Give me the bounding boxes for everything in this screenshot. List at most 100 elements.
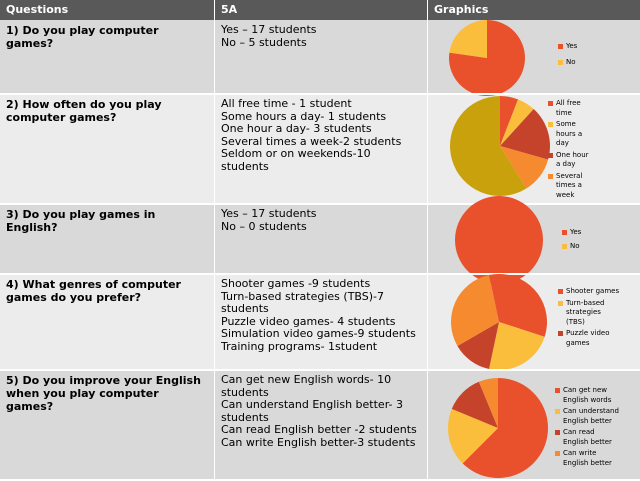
legend-item: Several times a week xyxy=(548,172,589,201)
header-graphics: Graphics xyxy=(428,0,640,20)
question-text: 2) How often do you play computer games? xyxy=(6,98,162,124)
legend-label: One hour a day xyxy=(556,150,589,169)
answer-line: Seldom or on weekends-10 students xyxy=(221,147,371,173)
column-divider xyxy=(427,0,428,480)
legend-label: Can read English better xyxy=(563,428,612,446)
legend-item: Turn-based strategies (TBS) xyxy=(558,299,619,328)
pie-slice xyxy=(455,196,543,284)
pie-slice xyxy=(500,96,519,146)
answer-line: Can understand English better- 3 student… xyxy=(221,398,403,424)
answer-line: Several times a week-2 students xyxy=(221,134,402,148)
legend-label: Puzzle video games xyxy=(566,329,610,347)
answer-line: No – 0 students xyxy=(221,219,307,233)
question-text: 5) Do you improve your English when you … xyxy=(6,374,201,413)
pie-slice xyxy=(500,146,549,189)
pie-chart xyxy=(455,196,543,284)
legend-label: No xyxy=(566,58,576,66)
legend-swatch xyxy=(555,430,560,435)
answers-cell: Yes – 17 students No – 0 students xyxy=(215,204,427,274)
legend-item: Some hours a day xyxy=(548,120,589,149)
question-text: 3) Do you play games in English? xyxy=(6,208,156,234)
legend-item: Can read English better xyxy=(555,428,619,447)
answer-line: Yes – 17 students xyxy=(221,207,317,220)
answer-line: Training programs- 1student xyxy=(221,339,378,353)
answer-line: Puzzle video games- 4 students xyxy=(221,314,396,328)
answer-line: No – 5 students xyxy=(221,35,307,49)
pie-slice xyxy=(500,99,534,146)
chart-legend: All free time Some hours a day One hour a day S… xyxy=(548,99,589,202)
pie-slice xyxy=(462,378,548,478)
pie-slice xyxy=(489,274,499,322)
legend-label: All free time xyxy=(556,99,581,117)
chart-legend: Yes No xyxy=(558,42,577,74)
answer-line: Simulation video games-9 students xyxy=(221,327,416,340)
legend-swatch xyxy=(548,173,553,179)
answer-line: Shooter games -9 students xyxy=(221,277,371,290)
answers-cell: Shooter games -9 students Turn-based stra… xyxy=(215,274,427,370)
legend-label: Several times a week xyxy=(556,171,583,199)
pie-chart xyxy=(449,20,525,96)
pie-slice xyxy=(489,322,545,370)
legend-swatch xyxy=(562,230,567,235)
legend-swatch xyxy=(548,101,553,106)
legend-item: Puzzle video games xyxy=(558,329,619,348)
pie-slice xyxy=(457,322,499,369)
legend-swatch xyxy=(555,388,560,393)
question-text: 1) Do you play computer games? xyxy=(6,24,159,50)
legend-swatch xyxy=(548,122,553,127)
legend-item: Shooter games xyxy=(558,287,619,297)
header-class: 5A xyxy=(215,0,427,20)
legend-item: No xyxy=(562,242,581,252)
legend-item: One hour a day xyxy=(548,151,589,170)
legend-swatch xyxy=(558,331,563,336)
legend-swatch xyxy=(558,289,563,294)
legend-swatch xyxy=(555,451,560,456)
column-divider xyxy=(214,0,215,480)
legend-label: Yes xyxy=(570,228,582,236)
legend-item: Yes xyxy=(562,228,581,238)
legend-swatch xyxy=(558,44,563,49)
legend-label: Yes xyxy=(566,42,578,50)
row-divider xyxy=(0,93,640,95)
table-row: 1) Do you play computer games? Yes – 17 s… xyxy=(0,20,640,94)
pie-slice xyxy=(478,378,498,428)
answer-line: Can write English better-3 students xyxy=(221,435,416,449)
pie-slice xyxy=(451,275,499,346)
pie-slice xyxy=(448,408,498,464)
answer-line: Some hours a day- 1 students xyxy=(221,109,387,123)
row-divider xyxy=(0,369,640,371)
answer-line: Can read English better -2 students xyxy=(221,423,417,436)
pie-slice xyxy=(451,381,498,428)
pie-slice xyxy=(500,109,550,160)
legend-swatch xyxy=(555,409,560,414)
pie-slice xyxy=(450,96,527,196)
answer-line: Turn-based strategies (TBS)-7 students xyxy=(221,289,385,315)
pie-chart xyxy=(450,96,550,196)
row-divider xyxy=(0,273,640,275)
pie-slice xyxy=(449,20,487,58)
legend-label: Shooter games xyxy=(566,287,620,295)
legend-label: Can understand English better xyxy=(563,407,619,425)
answer-line: One hour a day- 3 students xyxy=(221,122,372,135)
chart-legend: Can get new English words Can understand En… xyxy=(555,386,619,470)
legend-item: No xyxy=(558,58,577,68)
legend-swatch xyxy=(562,244,567,249)
pie-chart xyxy=(448,378,548,478)
answers-cell: Can get new English words- 10 students Ca… xyxy=(215,370,427,480)
legend-swatch xyxy=(548,152,553,158)
row-divider xyxy=(0,203,640,205)
legend-item: Yes xyxy=(558,42,577,52)
pie-slice xyxy=(499,274,547,337)
header-questions: Questions xyxy=(0,0,214,20)
legend-label: Some hours a day xyxy=(556,120,583,147)
chart-legend: Yes No xyxy=(562,228,581,256)
legend-label: Turn-based strategies (TBS) xyxy=(566,298,605,326)
legend-label: Can write English better xyxy=(563,449,612,467)
legend-label: No xyxy=(570,242,580,250)
question-text: 4) What genres of computer games do you … xyxy=(6,278,181,304)
legend-swatch xyxy=(558,300,563,306)
answer-line: Yes – 17 students xyxy=(221,23,317,36)
legend-item: Can understand English better xyxy=(555,407,619,426)
chart-legend: Shooter games Turn-based strategies (TBS) Pu… xyxy=(558,287,619,350)
